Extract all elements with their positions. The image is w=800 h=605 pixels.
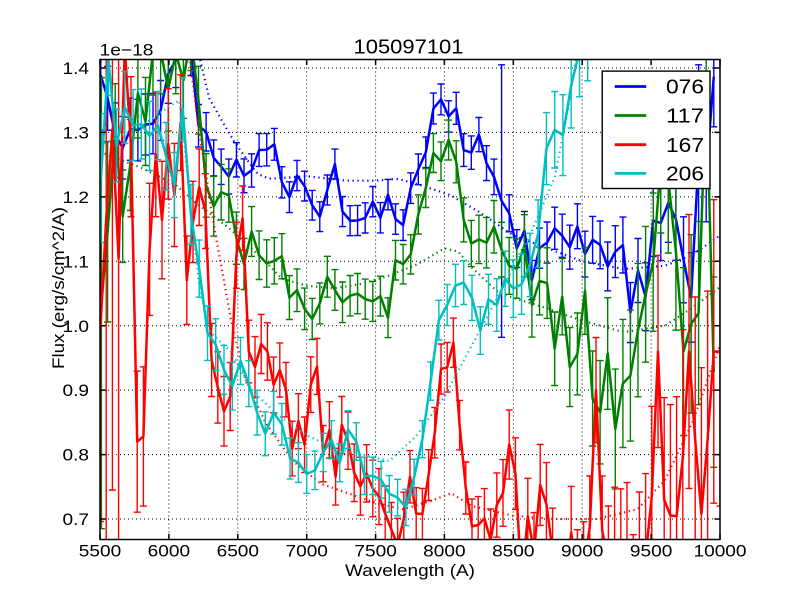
svg-text:7000: 7000: [286, 542, 328, 561]
svg-text:206: 206: [666, 164, 704, 186]
svg-text:1.1: 1.1: [63, 252, 90, 271]
svg-text:7500: 7500: [354, 542, 396, 561]
svg-text:9500: 9500: [630, 542, 672, 561]
svg-text:1.0: 1.0: [63, 317, 90, 336]
svg-text:9000: 9000: [561, 542, 603, 561]
svg-text:6500: 6500: [217, 542, 259, 561]
svg-text:1.3: 1.3: [63, 124, 90, 143]
svg-text:105097101: 105097101: [354, 37, 464, 59]
svg-text:Flux (erg/s/cm^2/A): Flux (erg/s/cm^2/A): [49, 207, 68, 369]
svg-text:8500: 8500: [492, 542, 534, 561]
svg-text:0.9: 0.9: [63, 381, 90, 400]
svg-text:10000: 10000: [694, 542, 747, 561]
svg-text:6000: 6000: [148, 542, 190, 561]
svg-text:117: 117: [666, 106, 704, 128]
svg-text:076: 076: [666, 77, 704, 99]
svg-text:Wavelength (A): Wavelength (A): [345, 561, 475, 580]
svg-text:5500: 5500: [79, 542, 121, 561]
svg-text:167: 167: [666, 135, 704, 157]
svg-text:1.4: 1.4: [63, 59, 90, 78]
svg-text:1.2: 1.2: [63, 188, 90, 207]
svg-text:1e−18: 1e−18: [100, 40, 154, 59]
svg-text:0.7: 0.7: [63, 510, 90, 529]
svg-text:8000: 8000: [423, 542, 465, 561]
svg-text:0.8: 0.8: [63, 446, 90, 465]
